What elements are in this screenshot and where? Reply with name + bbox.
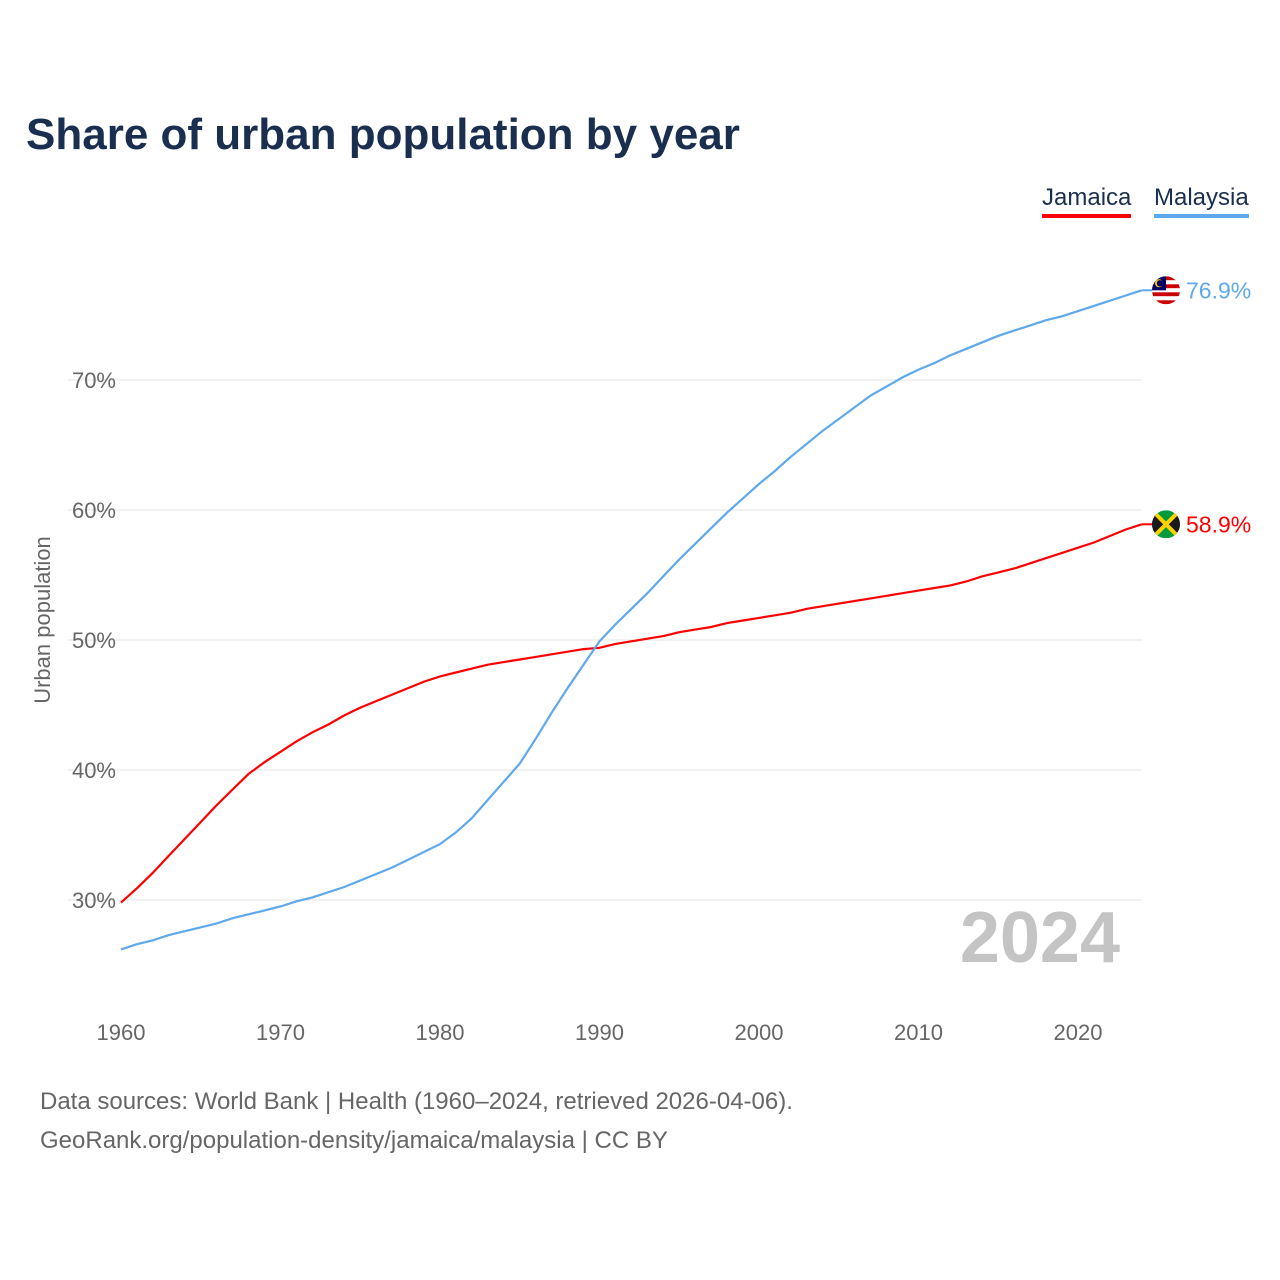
y-tick-label: 40% [72, 758, 116, 783]
y-tick-label: 50% [72, 628, 116, 653]
y-tick-label: 60% [72, 498, 116, 523]
series-line-malaysia [120, 289, 1143, 951]
x-tick-label: 1960 [97, 1020, 146, 1045]
x-tick-label: 2010 [894, 1020, 943, 1045]
x-tick-label: 1970 [256, 1020, 305, 1045]
footer-link[interactable]: GeoRank.org/population-density/jamaica/m… [40, 1127, 668, 1154]
y-tick-label: 70% [72, 368, 116, 393]
y-axis-label: Urban population [30, 536, 55, 704]
legend-jamaica[interactable]: Jamaica [1042, 184, 1132, 218]
footer-sources: Data sources: World Bank | Health (1960–… [40, 1088, 793, 1115]
x-tick-label: 1990 [575, 1020, 624, 1045]
jamaica-flag-icon [1152, 510, 1180, 539]
malaysia-flag-icon [1152, 276, 1180, 305]
series-line-jamaica [120, 523, 1143, 904]
x-tick-label: 1980 [416, 1020, 465, 1045]
y-tick-label: 30% [72, 888, 116, 913]
chart-title: Share of urban population by year [26, 110, 740, 159]
year-watermark: 2024 [960, 898, 1120, 978]
end-value-label: 76.9% [1186, 277, 1251, 303]
x-tick-label: 2020 [1054, 1020, 1103, 1045]
x-tick-label: 2000 [735, 1020, 784, 1045]
legend-malaysia[interactable]: Malaysia [1154, 184, 1249, 218]
end-value-label: 58.9% [1186, 511, 1251, 537]
